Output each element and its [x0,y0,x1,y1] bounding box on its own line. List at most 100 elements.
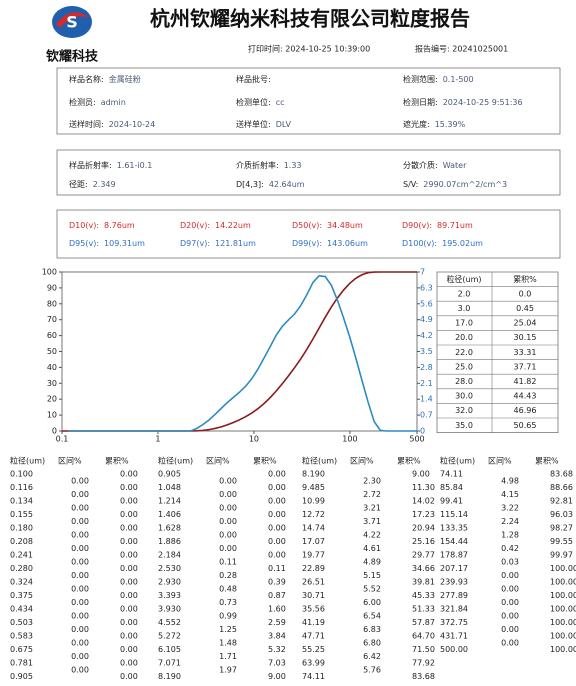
interval-cell: 0.00 [71,611,89,620]
size-cell: 0.134 [10,497,33,506]
cumulative-cell: 0.00 [120,497,138,506]
cumulative-cell: 9.00 [268,672,286,681]
size-cell: 0.503 [10,618,33,627]
field-value: cc [276,98,285,107]
field-value: 8.76um [104,221,135,230]
cumulative-cell: 0.00 [120,537,138,546]
cumulative-cell: 0.00 [268,497,286,506]
x-tick-label: 10 [249,435,259,444]
y2-tick-label: 0.7 [420,411,433,420]
section-frame [436,271,559,434]
field: D95(v): 109.31um [69,239,145,248]
interval-cell: 6.00 [363,598,381,607]
interval-cell: 2.30 [363,476,381,485]
side-table-cell: 30.15 [514,333,537,342]
size-cell: 2.930 [158,578,181,587]
field: 遮光度: 15.39% [403,119,466,129]
interval-cell: 0.00 [71,571,89,580]
size-cell: 74.11 [440,470,463,479]
field-value: 143.06um [327,239,368,248]
field-label: D[4,3]: [236,180,264,189]
interval-cell: 0.00 [71,625,89,634]
interval-cell: 0.48 [219,584,237,593]
field: 径距: 2.349 [69,179,116,189]
series-line [68,275,417,432]
size-cell: 0.434 [10,605,33,614]
interval-cell: 0.00 [501,598,519,607]
size-cell: 1.406 [158,510,181,519]
field: 送样时间: 2024-10-24 [69,119,155,129]
size-cell: 1.048 [158,483,181,492]
interval-cell: 0.00 [71,557,89,566]
size-cell: 0.905 [158,470,181,479]
y2-tick-label: 2.8 [420,363,433,372]
interval-cell: 3.71 [363,517,381,526]
cumulative-cell: 3.84 [268,632,286,641]
y2-tick-label: 4.9 [420,315,433,324]
interval-cell: 0.00 [71,503,89,512]
interval-cell: 0.00 [71,598,89,607]
plot-frame [61,271,418,432]
cumulative-cell: 0.00 [120,605,138,614]
size-cell: 5.272 [158,632,181,641]
size-cell: 3.930 [158,605,181,614]
series-line [62,271,417,432]
size-cell: 1.214 [158,497,181,506]
cumulative-cell: 0.00 [120,672,138,681]
size-cell: 14.74 [302,524,325,533]
field-value: 34.48um [327,221,363,230]
size-cell: 0.155 [10,510,33,519]
field-label: 样品名称: [69,74,104,84]
cumulative-cell: 0.00 [120,551,138,560]
y-tick-label: 100 [42,268,57,277]
side-table-cell: 41.82 [514,377,537,386]
field-value: 1.33 [284,161,302,170]
field-value: 121.81um [215,239,256,248]
cumulative-cell: 0.00 [120,470,138,479]
size-cell: 99.41 [440,497,463,506]
y-tick-label: 90 [47,283,57,292]
interval-cell: 0.11 [219,557,237,566]
size-table-header: 累积% [253,456,277,466]
interval-cell: 5.52 [363,584,381,593]
y-tick-label: 30 [47,379,57,388]
cumulative-cell: 0.00 [120,618,138,627]
cumulative-cell: 0.11 [268,564,286,573]
cumulative-cell: 0.00 [120,564,138,573]
field-label: 径距: [69,179,88,189]
field-value: 195.02um [442,239,483,248]
size-cell: 115.14 [440,510,468,519]
print-time: 打印时间: 2024-10-25 10:39:00 [248,44,370,54]
size-cell: 55.25 [302,645,325,654]
cumulative-cell: 100.00 [550,578,576,587]
field-value: 14.22um [215,221,251,230]
logo: S [52,6,92,38]
interval-cell: 1.48 [219,638,237,647]
size-cell: 0.208 [10,537,33,546]
interval-cell: 5.15 [363,571,381,580]
side-table-cell: 22.0 [455,348,473,357]
interval-cell: 0.03 [501,557,519,566]
y-tick-label: 60 [47,331,57,340]
section-frame [56,209,561,259]
interval-cell: 4.61 [363,544,381,553]
field-value: 0.1-500 [443,75,474,84]
size-cell: 41.19 [302,618,325,627]
interval-cell: 6.54 [363,611,381,620]
side-table-cell: 0.0 [519,289,532,298]
interval-cell: 0.73 [219,598,237,607]
interval-cell: 0.00 [219,476,237,485]
interval-cell: 0.00 [219,530,237,539]
interval-cell: 0.00 [71,638,89,647]
field: D[4,3]: 42.64um [236,180,305,189]
size-cell: 133.35 [440,524,468,533]
interval-cell: 3.21 [363,503,381,512]
interval-cell: 4.98 [501,476,519,485]
size-cell: 431.71 [440,632,468,641]
field: 样品名称: 金属硅粉 [69,74,141,84]
size-cell: 17.07 [302,537,325,546]
size-table-header: 粒径(um) [158,456,193,466]
field: 介质折射率: 1.33 [236,160,302,170]
cumulative-cell: 88.66 [550,483,573,492]
field-label: 样品折射率: [69,160,112,170]
